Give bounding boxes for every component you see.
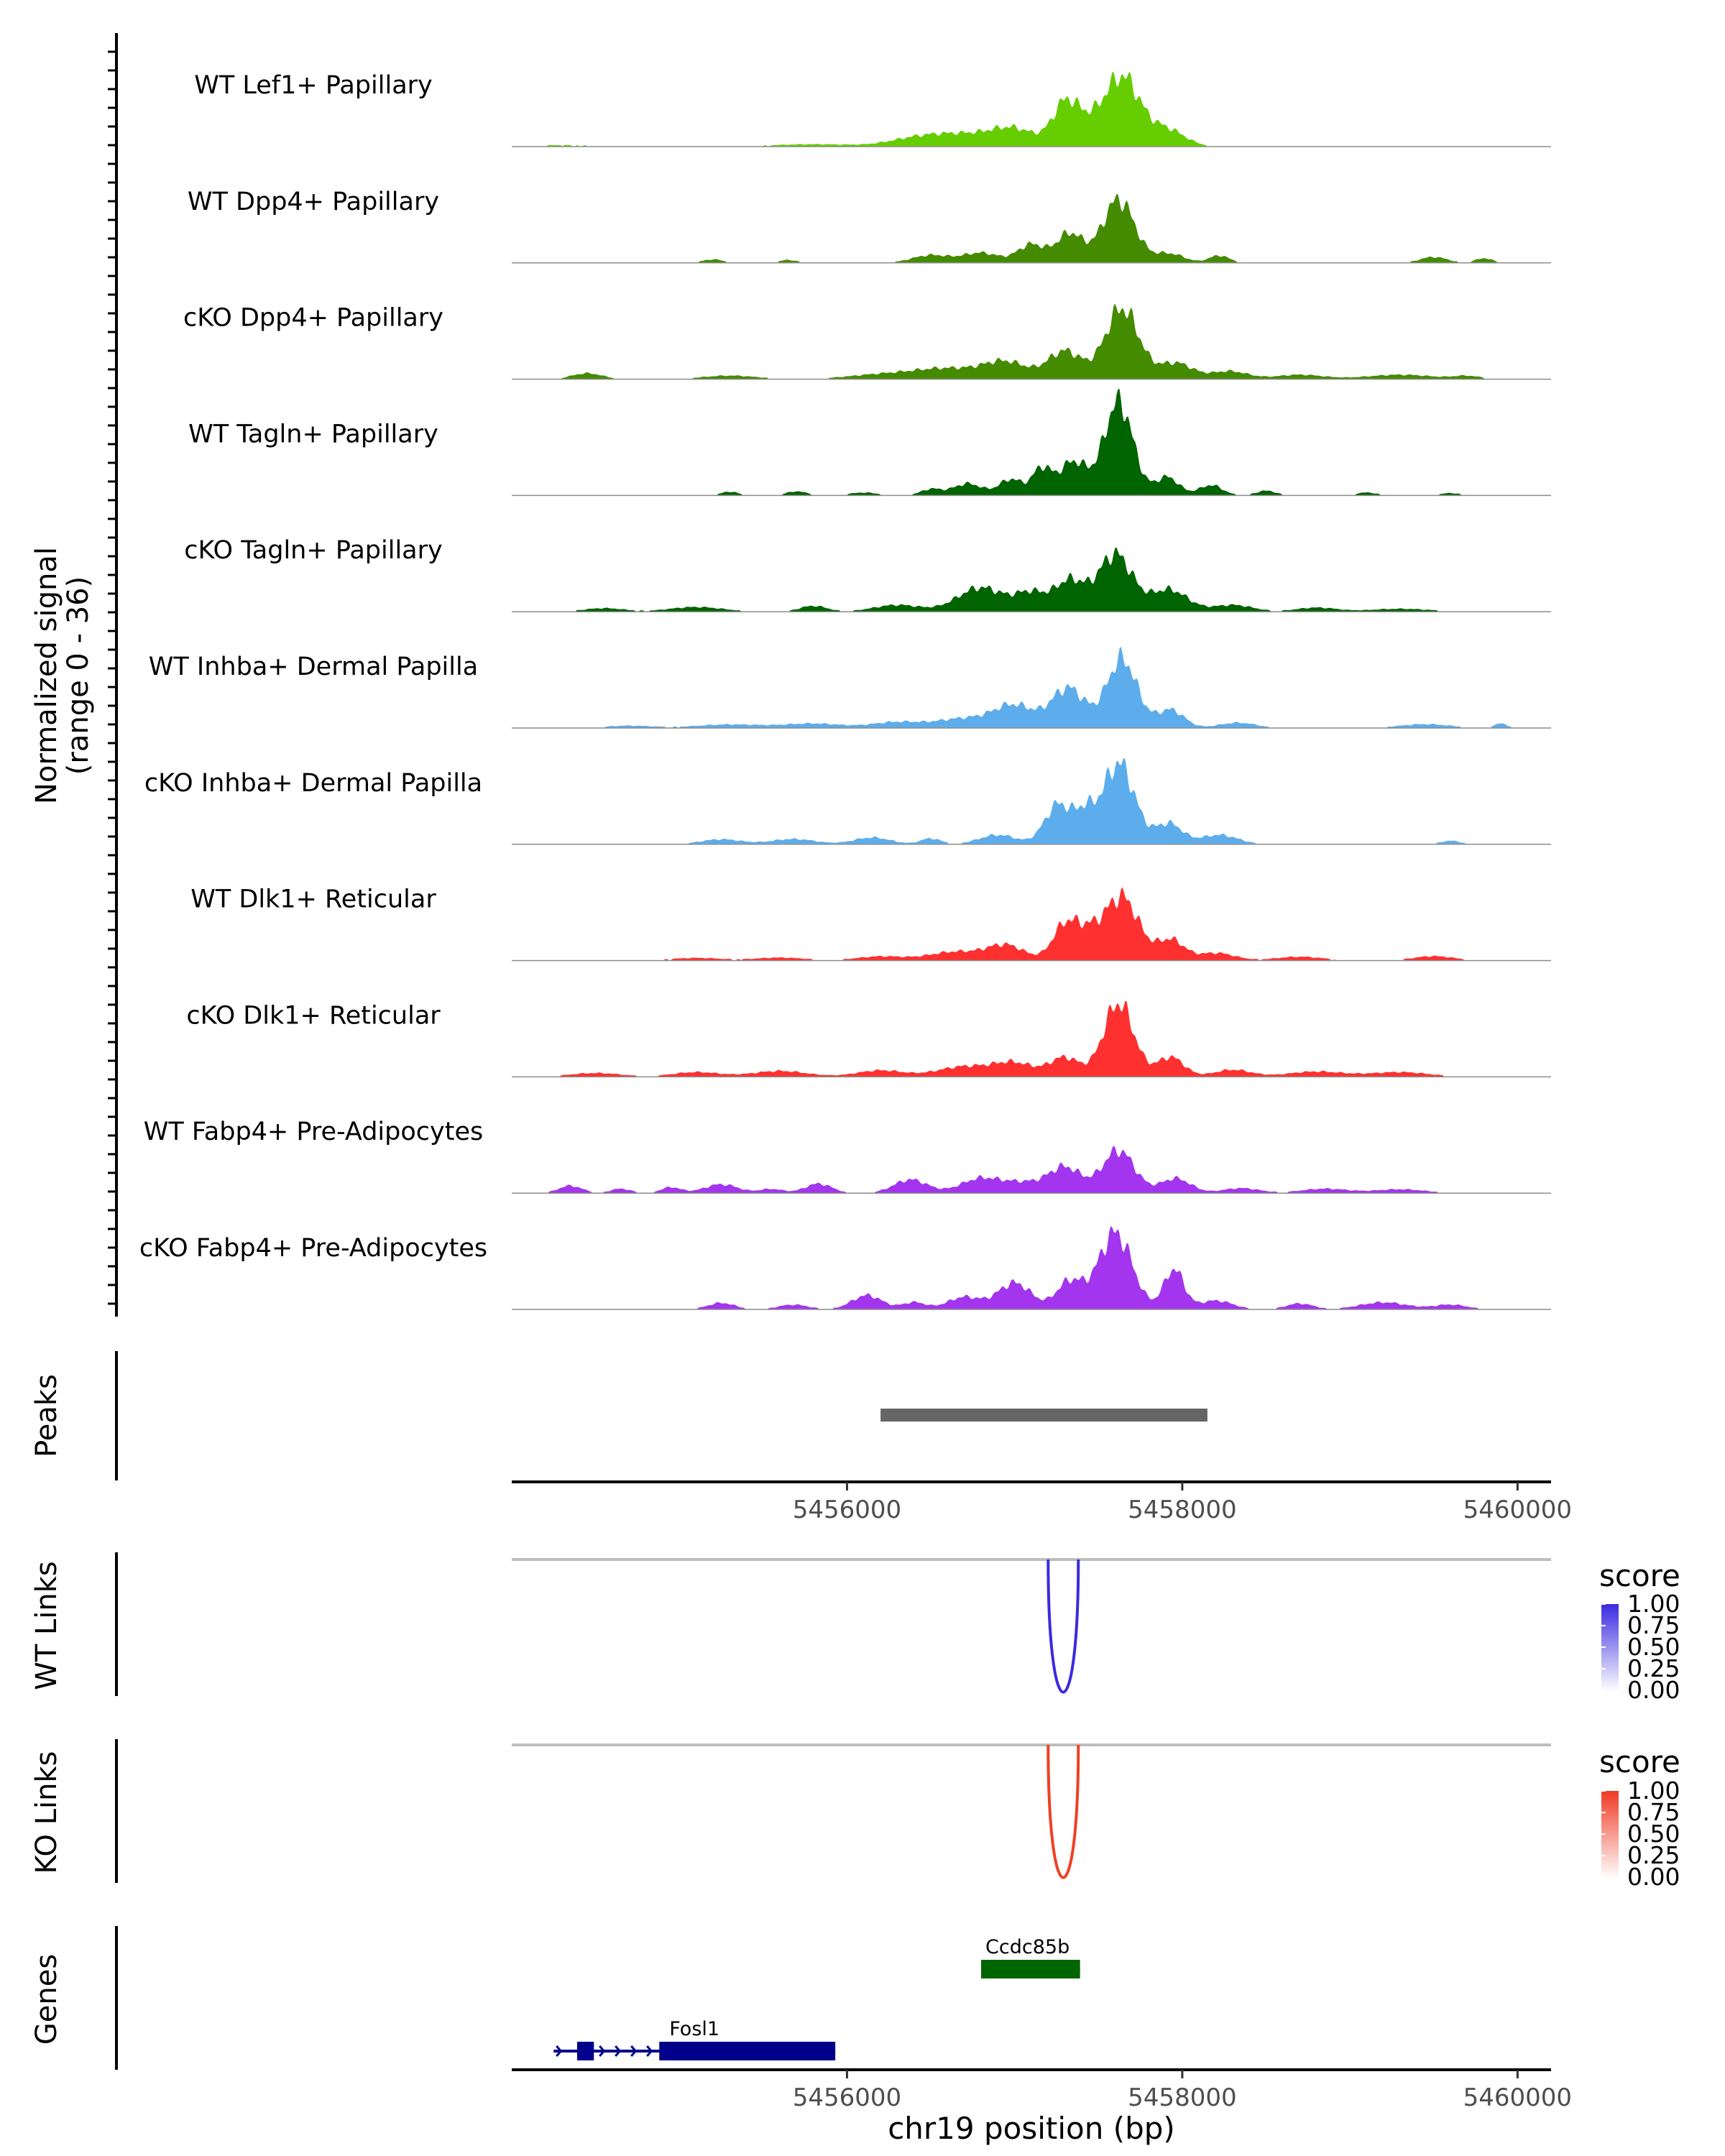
coverage-y-ticks	[108, 50, 116, 1305]
track-label: WT Inhba+ Dermal Papilla	[149, 653, 478, 681]
strand-arrow	[599, 2045, 606, 2057]
track-label: WT Lef1+ Papillary	[194, 71, 433, 100]
strand-arrow	[556, 2045, 563, 2057]
wt-links-panel: WT Links score 1.000.750.500.250.00	[30, 1552, 1680, 1704]
strand-arrow	[630, 2045, 638, 2057]
track-label: WT Fabp4+ Pre-Adipocytes	[144, 1118, 483, 1146]
track-label: WT Dlk1+ Reticular	[190, 885, 436, 914]
coverage-track: cKO Fabp4+ Pre-Adipocytes	[139, 1225, 1551, 1310]
coverage-area	[512, 1145, 1551, 1194]
gene-model: Ccdc85b	[981, 1936, 1080, 1978]
gene-models: Ccdc85b Fosl1	[553, 1936, 1080, 2060]
legend-tick-label: 0.75	[1627, 1611, 1680, 1639]
x-tick-label: 5458000	[1128, 1496, 1236, 1524]
x-tick-label: 5460000	[1463, 2083, 1572, 2112]
wt-links-legend-title: score	[1599, 1558, 1680, 1593]
x-tick-label: 5460000	[1463, 1496, 1572, 1524]
track-label: cKO Inhba+ Dermal Papilla	[144, 769, 482, 798]
legend-tick-label: 1.00	[1627, 1777, 1680, 1805]
strand-arrow	[615, 2045, 622, 2057]
x-tick-label: 5456000	[793, 2083, 901, 2112]
ko-link-arc	[1046, 1744, 1080, 1879]
coverage-ylabel-line2: (range 0 - 36)	[62, 576, 95, 775]
coverage-area	[512, 757, 1551, 844]
coverage-area	[512, 1000, 1551, 1077]
track-label: cKO Dlk1+ Reticular	[186, 1001, 441, 1030]
x-axis-label: chr19 position (bp)	[888, 2111, 1175, 2146]
coverage-track: cKO Dlk1+ Reticular	[186, 1000, 1551, 1078]
ko-links-panel: KO Links score 1.000.750.500.250.00	[30, 1739, 1680, 1891]
ko-links-label: KO Links	[30, 1751, 63, 1874]
coverage-area	[512, 71, 1551, 147]
legend-tick-label: 0.50	[1627, 1820, 1680, 1848]
x-tick-label: 5456000	[793, 1496, 901, 1524]
wt-link-arc	[1046, 1559, 1080, 1694]
gene-exon	[659, 2042, 836, 2060]
peaks-label: Peaks	[30, 1374, 63, 1457]
coverage-track: WT Dpp4+ Papillary	[188, 188, 1551, 264]
coverage-track: WT Dlk1+ Reticular	[190, 885, 1551, 962]
track-label: cKO Fabp4+ Pre-Adipocytes	[139, 1234, 487, 1263]
coverage-area	[512, 547, 1551, 612]
peaks-x-ticks: 5456000 5458000 5460000	[793, 1482, 1572, 1524]
coverage-ylabel-line1: Normalized signal	[30, 547, 63, 804]
gene-label: Ccdc85b	[985, 1936, 1070, 1958]
track-label: cKO Dpp4+ Papillary	[183, 304, 443, 333]
ko-links-legend-ticks: 1.000.750.500.250.00	[1601, 1777, 1680, 1891]
coverage-area	[512, 1225, 1551, 1309]
wt-links-label: WT Links	[30, 1561, 63, 1690]
gene-model: Fosl1	[553, 2018, 836, 2060]
peak-bars	[880, 1409, 1208, 1422]
legend-tick-label: 0.75	[1627, 1798, 1680, 1826]
legend-tick-label: 0.50	[1627, 1633, 1680, 1661]
coverage-area	[512, 646, 1551, 728]
coverage-track: cKO Dpp4+ Papillary	[183, 303, 1551, 380]
gene-label: Fosl1	[669, 2018, 719, 2040]
legend-tick-label: 0.25	[1627, 1841, 1680, 1869]
coverage-track: WT Fabp4+ Pre-Adipocytes	[144, 1118, 1551, 1194]
wt-links-legend-ticks: 1.000.750.500.250.00	[1601, 1590, 1680, 1704]
legend-tick-label: 1.00	[1627, 1590, 1680, 1618]
coverage-track: WT Inhba+ Dermal Papilla	[149, 646, 1551, 729]
x-tick-label: 5458000	[1128, 2083, 1236, 2112]
coverage-area	[512, 193, 1551, 263]
coverage-area	[512, 887, 1551, 961]
strand-arrow	[646, 2045, 653, 2057]
genes-panel: Genes Ccdc85b Fosl1 5456000 5458000 5460000…	[30, 1926, 1572, 2146]
coverage-area	[512, 303, 1551, 379]
coverage-track: cKO Tagln+ Papillary	[184, 536, 1551, 612]
coverage-tracks: WT Lef1+ Papillary WT Dpp4+ Papillary cKO …	[139, 71, 1551, 1310]
coverage-track: cKO Inhba+ Dermal Papilla	[144, 757, 1551, 845]
coverage-track: WT Lef1+ Papillary	[194, 71, 1551, 147]
genes-label: Genes	[30, 1954, 63, 2045]
track-label: cKO Tagln+ Papillary	[184, 536, 443, 565]
peaks-panel: Peaks 5456000 5458000 5460000	[30, 1351, 1572, 1524]
gene-exon	[576, 2042, 594, 2060]
track-label: WT Dpp4+ Papillary	[188, 188, 439, 216]
legend-tick-label: 0.25	[1627, 1654, 1680, 1682]
legend-tick-label: 0.00	[1627, 1863, 1680, 1891]
coverage-area	[512, 389, 1551, 496]
coverage-track: WT Tagln+ Papillary	[188, 389, 1551, 497]
coverage-y-axis	[108, 33, 118, 1317]
track-label: WT Tagln+ Papillary	[188, 420, 438, 448]
ko-links-legend-title: score	[1599, 1744, 1680, 1779]
genes-x-ticks: 5456000 5458000 5460000	[793, 2070, 1572, 2112]
legend-tick-label: 0.00	[1627, 1676, 1680, 1704]
gene-exon	[981, 1960, 1080, 1978]
peak-bar	[880, 1409, 1208, 1422]
